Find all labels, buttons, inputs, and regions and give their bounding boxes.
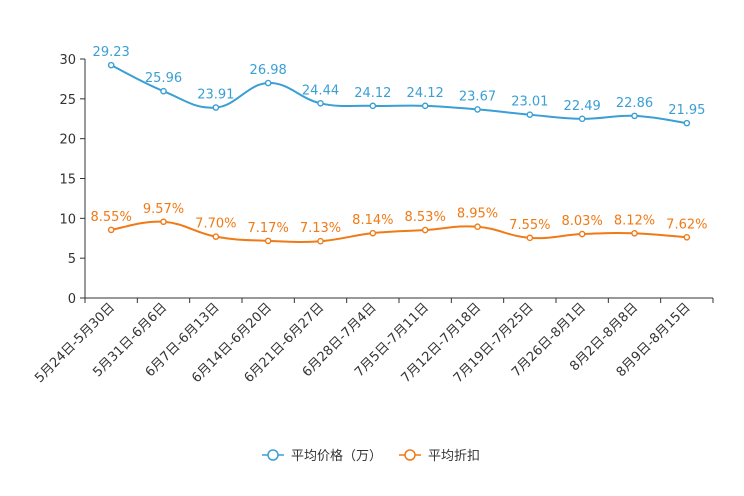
chart-series-layer: 29.23 25.96 23.91 26.98 24.44 24.12 24.12 23.67… — [91, 45, 707, 245]
data-point[interactable] — [317, 99, 324, 107]
chart-legend[interactable]: 平均价格（万） 平均折扣 — [262, 448, 480, 464]
data-point[interactable] — [421, 226, 429, 234]
data-label: 7.62% — [666, 217, 707, 232]
data-point[interactable] — [578, 115, 586, 123]
y-tick-label: 15 — [59, 173, 76, 188]
series-line-0 — [110, 64, 687, 125]
data-label: 7.55% — [509, 218, 550, 233]
data-label: 23.91 — [197, 88, 234, 103]
data-point[interactable] — [369, 102, 377, 110]
y-tick-label: 25 — [59, 93, 76, 108]
data-point[interactable] — [631, 230, 638, 237]
data-label: 24.12 — [407, 86, 444, 101]
y-tick-label: 30 — [59, 53, 76, 68]
data-point[interactable] — [107, 226, 115, 234]
data-point[interactable] — [369, 229, 377, 237]
data-point[interactable] — [264, 237, 272, 245]
data-label: 9.57% — [143, 202, 184, 217]
data-label: 8.53% — [405, 210, 446, 225]
legend-swatch-marker — [267, 449, 279, 461]
data-point[interactable] — [160, 218, 167, 226]
data-point[interactable] — [631, 112, 638, 120]
data-point[interactable] — [160, 87, 167, 95]
series-line-1 — [111, 220, 687, 244]
y-tick-label: 5 — [68, 252, 76, 267]
data-label: 26.98 — [250, 63, 287, 78]
data-label: 22.49 — [564, 99, 601, 114]
data-point[interactable] — [474, 106, 481, 113]
data-point[interactable] — [107, 61, 115, 69]
data-point[interactable] — [421, 102, 429, 110]
data-label: 8.03% — [562, 214, 603, 229]
data-label: 24.12 — [354, 86, 391, 101]
legend-label: 平均价格（万） — [291, 448, 382, 464]
data-label: 23.67 — [459, 89, 496, 104]
y-tick-label: 20 — [59, 133, 76, 148]
data-label: 8.14% — [352, 213, 393, 228]
data-label: 8.12% — [614, 213, 655, 228]
data-point[interactable] — [474, 223, 481, 230]
data-label: 8.95% — [457, 207, 498, 222]
data-label: 7.17% — [248, 221, 289, 236]
data-label: 7.70% — [195, 217, 236, 232]
data-label: 25.96 — [145, 71, 182, 86]
data-point[interactable] — [317, 237, 324, 245]
legend-swatch-marker — [404, 449, 416, 461]
data-point[interactable] — [212, 104, 220, 111]
data-point[interactable] — [683, 233, 691, 241]
data-label: 29.23 — [93, 45, 130, 60]
y-tick-label: 0 — [68, 292, 76, 307]
data-label: 24.44 — [302, 83, 339, 98]
data-point[interactable] — [264, 79, 272, 87]
y-tick-label: 10 — [59, 212, 76, 227]
data-label: 7.13% — [300, 221, 341, 236]
data-label: 8.55% — [91, 210, 132, 225]
legend-item-0[interactable]: 平均价格（万） — [262, 448, 382, 464]
data-point[interactable] — [526, 234, 534, 242]
data-label: 21.95 — [668, 103, 705, 118]
data-point[interactable] — [526, 111, 534, 118]
data-label: 23.01 — [511, 95, 548, 110]
data-point[interactable] — [683, 119, 691, 127]
data-point[interactable] — [578, 230, 586, 238]
legend-label: 平均折扣 — [428, 449, 480, 464]
data-label: 22.86 — [616, 96, 653, 111]
legend-item-1[interactable]: 平均折扣 — [399, 449, 480, 464]
data-point[interactable] — [212, 233, 220, 240]
